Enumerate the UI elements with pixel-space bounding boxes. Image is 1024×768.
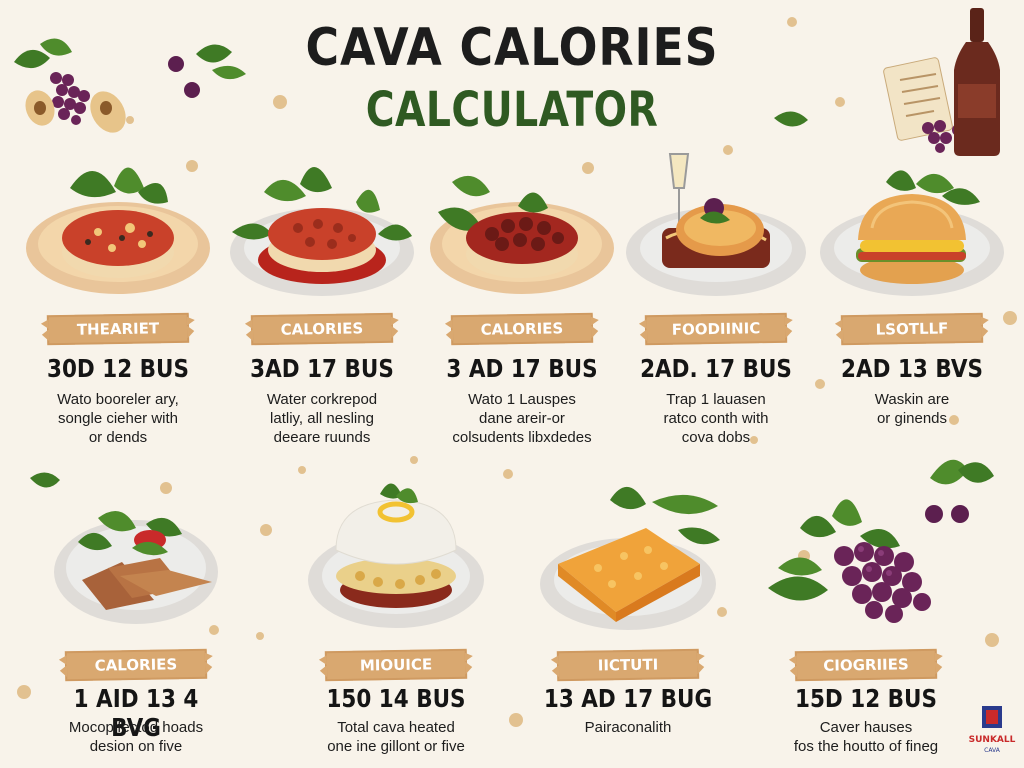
burger-dish-icon bbox=[820, 170, 1004, 296]
calorie-card-5: LSOTLLF 2AD 13 BVS Waskin are or ginends bbox=[812, 148, 1012, 438]
description-line: deeare ruunds bbox=[273, 429, 371, 446]
description-line: Wato 1 Lauspes bbox=[468, 391, 576, 408]
brand-logo: SUNKALL CAVA bbox=[969, 706, 1016, 754]
description-line: Wato booreler ary, bbox=[57, 391, 179, 408]
description-line: cova dobs bbox=[681, 429, 751, 446]
card-description: Caver hauses fos the houtto of fineg bbox=[766, 718, 966, 756]
description-line: Water corkrepod bbox=[266, 391, 378, 408]
card-description: Trap 1 lauasen ratco conth with cova dob… bbox=[616, 390, 816, 447]
calorie-card-4: FOODIINIC 2AD. 17 BUS Trap 1 lauasen rat… bbox=[616, 148, 816, 446]
description-line: one ine gillont or five bbox=[327, 738, 465, 755]
calorie-card-6: CALORIES 1 AID 13 4 BVG Mocopifectod hoa… bbox=[36, 472, 236, 762]
description-line: Total cava heated bbox=[337, 719, 455, 736]
calorie-card-7: MIOUICE 150 14 BUS Total cava heated one… bbox=[296, 472, 496, 762]
card-banner-label: CIOGRIIES bbox=[794, 648, 938, 682]
calorie-card-3: CALORIES 3 AD 17 BUS Wato 1 Lauspes dane… bbox=[422, 148, 622, 446]
card-description: Total cava heated one ine gillont or fiv… bbox=[296, 718, 496, 756]
calorie-value: 2AD. 17 BUS bbox=[640, 354, 792, 383]
bowl-dish-icon bbox=[308, 483, 484, 628]
card-banner-label: IICTUTI bbox=[556, 648, 700, 682]
description-line: desion on five bbox=[89, 738, 183, 755]
description-line: Waskin are bbox=[874, 391, 950, 408]
bean-dish-icon bbox=[430, 175, 614, 294]
card-banner-label: CALORIES bbox=[64, 648, 208, 682]
description-line: or ginends bbox=[876, 410, 948, 427]
card-banner-label: CALORIES bbox=[450, 312, 594, 346]
card-description: Waskin are or ginends bbox=[812, 390, 1012, 428]
calorie-value: 3 AD 17 BUS bbox=[446, 354, 598, 383]
description-line: Trap 1 lauasen bbox=[666, 391, 766, 408]
card-banner-label: THEARIET bbox=[46, 312, 190, 346]
calorie-card-9: CIOGRIIES 15D 12 BUS Caver hauses fos th… bbox=[766, 472, 966, 762]
svg-text:SUNKALL: SUNKALL bbox=[969, 735, 1016, 745]
calorie-card-2: CALORIES 3AD 17 BUS Water corkrepod latl… bbox=[222, 148, 422, 446]
description-line: Pairaconalith bbox=[584, 719, 672, 736]
card-banner-label: FOODIINIC bbox=[644, 312, 788, 346]
card-banner-label: MIOUICE bbox=[324, 648, 468, 682]
calorie-value: 13 AD 17 BUG bbox=[543, 684, 713, 713]
calorie-value: 30D 12 BUS bbox=[46, 354, 189, 383]
calorie-card-8: IICTUTI 13 AD 17 BUG Pairaconalith bbox=[528, 472, 728, 762]
page-subtitle: CALCULATOR bbox=[365, 82, 659, 138]
description-line: fos the houtto of fineg bbox=[793, 738, 939, 755]
card-description: Mocopifectod hoads desion on five bbox=[36, 718, 236, 756]
description-line: ratco conth with bbox=[663, 410, 769, 427]
meat-dish-icon bbox=[230, 166, 414, 296]
chickpea-dots-icon bbox=[17, 17, 1017, 727]
calorie-card-1: THEARIET 30D 12 BUS Wato booreler ary, s… bbox=[18, 148, 218, 446]
calorie-value: 15D 12 BUS bbox=[794, 684, 937, 713]
description-line: songle cieher with bbox=[57, 410, 179, 427]
description-line: latliy, all nesling bbox=[270, 410, 374, 427]
description-line: Caver hauses bbox=[819, 719, 913, 736]
description-line: Mocopifectod hoads bbox=[68, 719, 204, 736]
calorie-value: 150 14 BUS bbox=[326, 684, 466, 713]
chips-dish-icon bbox=[54, 510, 218, 624]
flatbread-dish-icon bbox=[626, 153, 806, 296]
calorie-value: 2AD 13 BVS bbox=[841, 354, 983, 383]
description-line: colsudents libxdedes bbox=[452, 429, 592, 446]
calorie-value: 1 AID 13 4 BVG bbox=[73, 684, 199, 742]
card-banner-label: CALORIES bbox=[250, 312, 394, 346]
calorie-value: 3AD 17 BUS bbox=[250, 354, 394, 383]
card-description: Wato booreler ary, songle cieher with or… bbox=[18, 390, 218, 447]
description-line: dane areir-or bbox=[479, 410, 565, 427]
grapes-icon bbox=[768, 499, 931, 623]
cornbread-dish-icon bbox=[540, 486, 720, 630]
card-description: Pairaconalith bbox=[528, 718, 728, 737]
svg-text:CAVA: CAVA bbox=[984, 747, 1001, 754]
card-description: Wato 1 Lauspes dane areir-or colsudents … bbox=[422, 390, 622, 447]
card-banner-label: LSOTLLF bbox=[840, 312, 984, 346]
wine-bottle-icon bbox=[883, 8, 1000, 156]
description-line: or dends bbox=[88, 429, 148, 446]
grapes-leaves-topleft-icon bbox=[14, 38, 246, 133]
pizza-dish-icon bbox=[26, 167, 210, 294]
card-description: Water corkrepod latliy, all nesling deea… bbox=[222, 390, 422, 447]
page-title: CAVA CALORIES bbox=[305, 18, 719, 78]
